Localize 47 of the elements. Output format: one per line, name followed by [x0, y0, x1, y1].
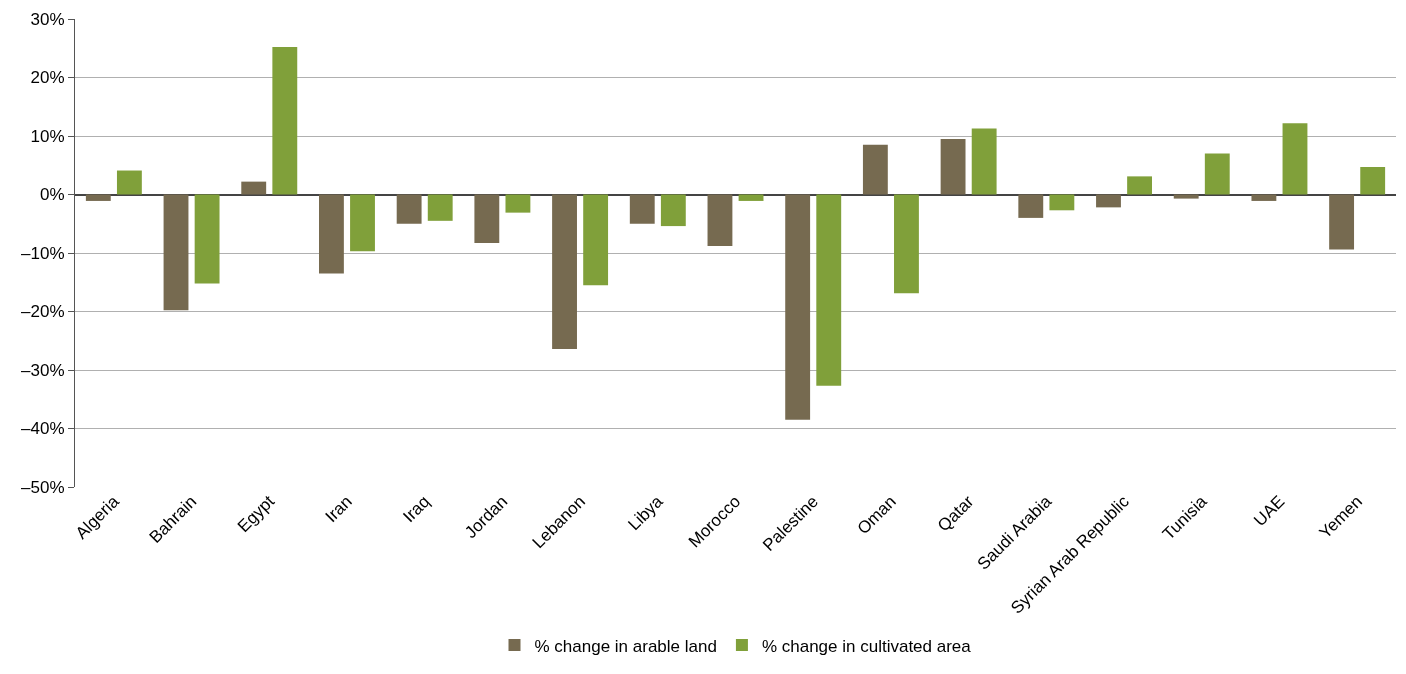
bar — [350, 194, 375, 252]
bar — [1204, 153, 1230, 195]
x-tick-label: Iraq — [399, 491, 434, 527]
bar — [319, 194, 344, 274]
legend-label: % change in arable land — [534, 636, 717, 656]
y-tick-label: –10% — [21, 243, 65, 263]
bar — [629, 194, 655, 224]
bar — [894, 194, 919, 294]
bar — [738, 194, 764, 201]
bar — [940, 138, 966, 195]
bar — [971, 128, 997, 195]
bar — [1127, 176, 1152, 195]
legend-label: % change in cultivated area — [761, 636, 972, 656]
bar — [194, 194, 220, 284]
bar — [85, 194, 111, 201]
bar — [707, 194, 733, 246]
x-tick-label: Iran — [321, 491, 356, 527]
bar — [116, 170, 142, 195]
bar — [660, 194, 686, 227]
bar — [1251, 194, 1277, 201]
bar — [1173, 194, 1199, 199]
bar — [241, 181, 267, 195]
bar — [396, 194, 422, 224]
bar — [505, 194, 531, 213]
bar — [474, 194, 500, 244]
bar — [785, 194, 811, 420]
y-tick-label: –20% — [21, 302, 65, 322]
y-tick-label: 10% — [30, 126, 65, 146]
y-tick-label: 20% — [30, 68, 65, 88]
bar — [552, 194, 577, 349]
bar — [1282, 123, 1308, 195]
bar — [583, 194, 609, 286]
bar — [427, 194, 453, 221]
bar — [163, 194, 189, 311]
bar — [862, 144, 888, 195]
bar — [1360, 167, 1386, 195]
y-tick-label: –50% — [21, 477, 65, 497]
bar — [1329, 194, 1355, 250]
bar — [1049, 194, 1075, 211]
bar — [1096, 194, 1121, 208]
y-tick-label: –40% — [21, 419, 65, 439]
bar — [816, 194, 842, 386]
y-tick-label: –30% — [21, 360, 65, 380]
y-tick-label: 30% — [30, 9, 65, 29]
bar — [272, 47, 298, 195]
bar — [1018, 194, 1044, 218]
y-tick-label: 0% — [40, 185, 65, 205]
